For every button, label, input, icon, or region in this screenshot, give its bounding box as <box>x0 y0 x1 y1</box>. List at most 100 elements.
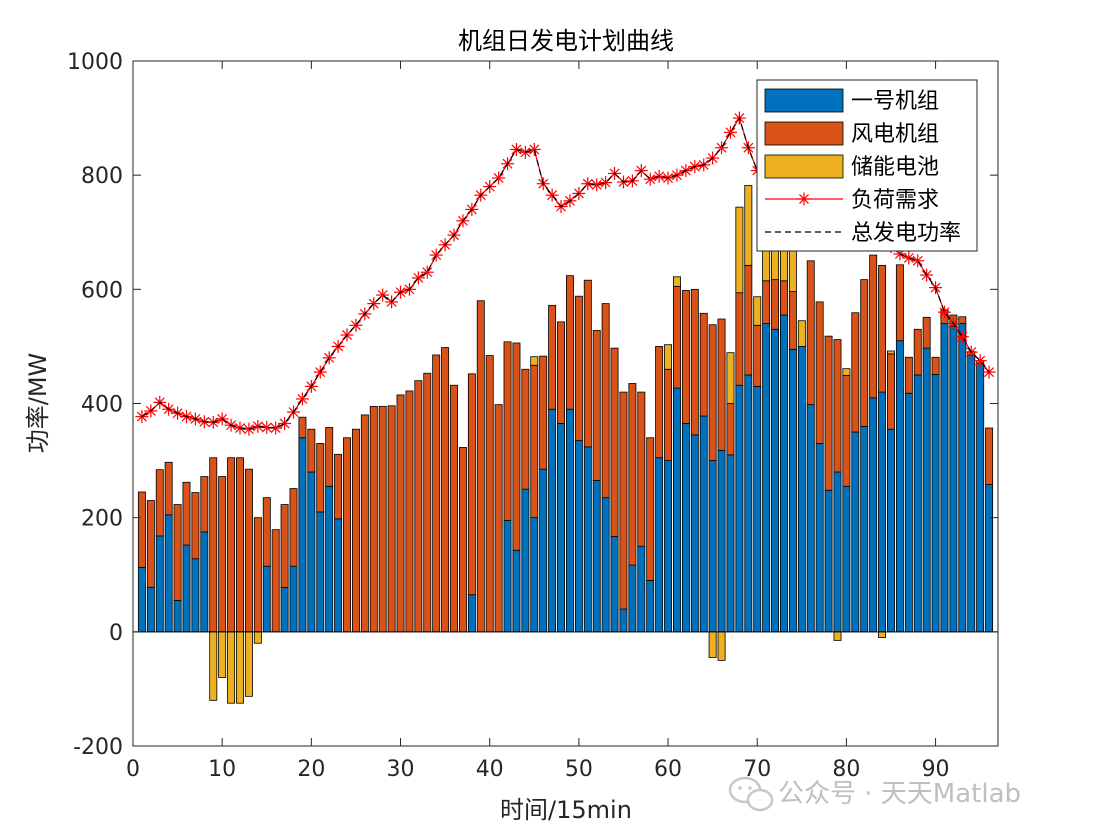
bar-series2-x89 <box>922 316 931 349</box>
bar-series1-x5 <box>173 600 182 633</box>
bar-series1-x62 <box>681 423 690 633</box>
bar-series1-x78 <box>824 489 833 633</box>
bar-series1-x74 <box>788 348 797 633</box>
bar-series1-x85 <box>887 428 895 633</box>
bar-series3-x11 <box>227 631 236 704</box>
bar-series1-x84 <box>878 391 887 633</box>
bar-series1-x21 <box>316 511 325 633</box>
bar-series1-x76 <box>806 404 815 633</box>
bar-series2-x46 <box>539 355 548 470</box>
bar-series1-x92 <box>949 326 958 633</box>
bar-series1-x48 <box>557 423 566 633</box>
x-tick-label-20: 20 <box>297 757 325 782</box>
bar-series1-x81 <box>851 431 860 633</box>
bar-series1-x88 <box>913 374 922 633</box>
x-tick-label-60: 60 <box>654 757 682 782</box>
bar-series1-x69 <box>744 374 753 633</box>
bar-series2-x43 <box>512 342 521 551</box>
bar-series1-x63 <box>690 434 699 633</box>
bar-series1-x79 <box>833 471 842 633</box>
bar-series2-x90 <box>931 356 940 375</box>
bar-series2-x87 <box>904 356 913 394</box>
legend-swatch <box>764 154 844 179</box>
bar-series3-x9 <box>209 631 218 701</box>
bar-series2-x69 <box>744 264 753 376</box>
bar-series1-x82 <box>860 425 869 633</box>
bar-series2-x1 <box>137 491 146 568</box>
bar-series1-x96 <box>985 484 994 633</box>
bar-series2-x31 <box>405 390 414 633</box>
legend-swatch <box>764 121 844 146</box>
bar-series2-x28 <box>378 405 387 633</box>
x-tick-label-80: 80 <box>832 757 860 782</box>
bar-series1-x77 <box>815 443 824 633</box>
bar-series2-x6 <box>182 481 191 546</box>
bar-series2-x12 <box>236 457 244 633</box>
bar-series3-x69 <box>744 185 753 266</box>
bar-series2-x64 <box>699 312 708 417</box>
bar-series2-x41 <box>494 404 503 633</box>
bar-series1-x3 <box>155 535 164 633</box>
bar-series2-x78 <box>824 335 833 491</box>
bar-series3-x75 <box>797 320 806 347</box>
bar-series1-x53 <box>601 497 610 633</box>
bar-series3-x60 <box>664 344 673 370</box>
bar-series2-x84 <box>878 264 887 393</box>
y-tick-label-600: 600 <box>81 278 123 303</box>
y-tick-label-800: 800 <box>81 164 123 189</box>
bar-series2-x59 <box>655 346 664 459</box>
legend-marker <box>797 192 811 206</box>
x-tick-label-30: 30 <box>387 757 415 782</box>
bar-series2-x48 <box>557 321 566 424</box>
bar-series3-x79 <box>833 631 842 641</box>
wechat-icon <box>728 776 774 812</box>
bar-series2-x36 <box>450 384 458 633</box>
bar-series1-x55 <box>619 608 628 633</box>
bar-series1-x64 <box>699 415 708 633</box>
bar-series1-x75 <box>797 346 806 633</box>
marker-series1-x93 <box>955 330 969 344</box>
bar-series2-x86 <box>895 264 904 342</box>
bar-series1-x54 <box>610 536 619 633</box>
bar-series1-x4 <box>164 514 173 633</box>
bar-series2-x93 <box>958 316 967 324</box>
bar-series2-x54 <box>610 347 619 537</box>
bar-series2-x33 <box>423 372 432 633</box>
bar-series2-x21 <box>316 443 325 513</box>
bar-series1-x91 <box>940 323 949 633</box>
bar-series1-x6 <box>182 544 191 633</box>
bar-series2-x68 <box>735 292 744 386</box>
y-tick-label-200: 200 <box>81 507 123 532</box>
bar-series1-x68 <box>735 384 744 633</box>
bar-series1-x71 <box>762 323 771 633</box>
bar-series2-x73 <box>780 280 788 316</box>
bar-series1-x87 <box>904 392 913 633</box>
bar-series2-x72 <box>771 279 780 330</box>
bar-series2-x32 <box>414 380 423 633</box>
marker-series1-x21 <box>313 365 327 379</box>
bar-series1-x72 <box>771 328 780 633</box>
bar-series2-x80 <box>842 375 851 487</box>
legend-label-4: 负荷需求 <box>851 188 939 213</box>
bar-series2-x57 <box>637 391 646 547</box>
bar-series3-x65 <box>708 631 717 658</box>
legend-label-2: 风电机组 <box>851 122 939 147</box>
bar-series3-x45 <box>530 356 539 366</box>
line-series-2 <box>141 116 990 430</box>
marker-series1-x32 <box>411 271 425 285</box>
bar-series1-x45 <box>530 517 539 633</box>
axis-ticks <box>132 60 998 747</box>
bar-series2-x19 <box>298 416 307 439</box>
legend-label-3: 储能电池 <box>851 155 939 180</box>
bar-series3-x12 <box>236 631 244 704</box>
bar-series1-x50 <box>574 440 583 633</box>
bar-series2-x62 <box>681 290 690 424</box>
bar-series1-x56 <box>628 564 637 633</box>
bar-series2-x10 <box>218 476 227 633</box>
bar-series2-x81 <box>851 312 860 433</box>
bar-series2-x66 <box>717 318 726 451</box>
bar-series2-x79 <box>833 339 842 473</box>
bar-series2-x63 <box>690 288 699 436</box>
bar-series2-x71 <box>762 280 771 324</box>
